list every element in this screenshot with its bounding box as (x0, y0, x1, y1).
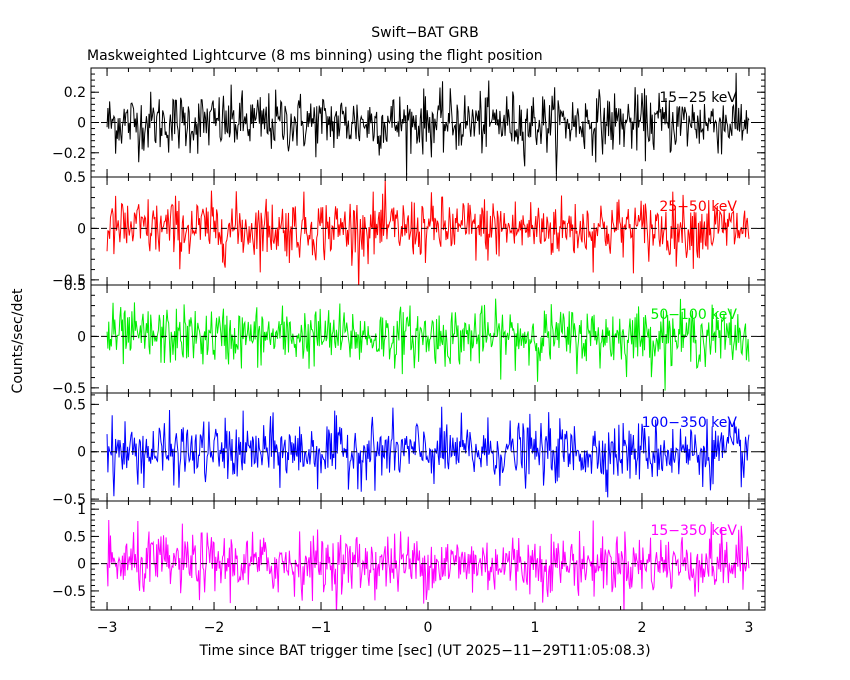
y-tick-label: 0 (77, 116, 86, 132)
y-tick-label: 0 (77, 557, 86, 573)
x-axis: −3 −2 −1 0 1 2 3 (97, 620, 754, 636)
y-tick-label: −0.5 (52, 381, 86, 397)
x-axis-label: Time since BAT trigger time [sec] (UT 20… (198, 643, 650, 659)
y-tick-label: 0 (77, 221, 86, 237)
y-tick-label: 0 (77, 329, 86, 345)
y-tick-label: −0.5 (52, 584, 86, 600)
panel-1: −0.2 0 0.2 15−25 keV (52, 67, 766, 178)
series-line-4 (106, 406, 750, 498)
x-tick-label: 2 (638, 620, 647, 636)
y-tick-label: −0.5 (52, 273, 86, 289)
chart-subtitle: Maskweighted Lightcurve (8 ms binning) u… (87, 48, 543, 64)
panel-3: −0.5 0 0.5 50−100 keV (52, 278, 766, 397)
y-tick-label: 0.5 (64, 170, 86, 186)
band-label: 15−25 keV (659, 90, 737, 106)
series-line-2 (106, 179, 750, 285)
x-tick-label: −2 (204, 620, 225, 636)
panel-2: −0.5 0 0.5 25−50 keV (52, 170, 766, 289)
y-axis-label: Counts/sec/det (10, 288, 26, 393)
x-tick-label: −3 (97, 620, 118, 636)
chart-title: Swift−BAT GRB (371, 25, 478, 41)
band-label: 25−50 keV (659, 199, 737, 215)
band-label: 15−350 keV (650, 523, 737, 539)
y-tick-label: 1 (77, 502, 86, 518)
y-tick-label: 0.5 (64, 397, 86, 413)
series-line-1 (106, 72, 750, 176)
y-tick-label: 0.5 (64, 529, 86, 545)
y-tick-label: 0.2 (64, 85, 86, 101)
x-tick-label: 0 (424, 620, 433, 636)
y-tick-label: −0.2 (52, 146, 86, 162)
x-tick-label: 1 (531, 620, 540, 636)
y-tick-label: 0 (77, 445, 86, 461)
x-tick-label: 3 (744, 620, 753, 636)
y-tick-label: −0.5 (52, 492, 86, 508)
x-tick-label: −1 (311, 620, 332, 636)
y-tick-label: 0.5 (64, 278, 86, 294)
band-label: 50−100 keV (650, 307, 737, 323)
band-label: 100−350 keV (642, 415, 738, 431)
series-line-5 (106, 520, 750, 610)
panel-4: −0.5 0 0.5 100−350 keV (52, 392, 766, 508)
panels-group: −0.2 0 0.2 15−25 keV −0.5 0 0.5 25−50 keV −0.5 0 0… (52, 67, 766, 611)
panel-5: −0.5 0 0.5 1 15−350 keV (52, 500, 766, 611)
